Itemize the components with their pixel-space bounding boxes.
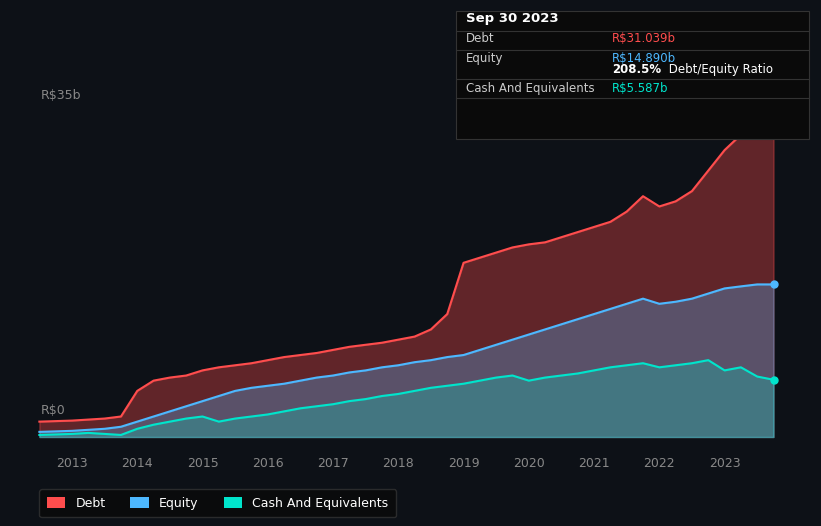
Text: Cash And Equivalents: Cash And Equivalents [466,82,594,95]
Text: R$0: R$0 [40,404,65,417]
Text: 208.5%: 208.5% [612,63,661,76]
Text: Debt/Equity Ratio: Debt/Equity Ratio [665,63,773,76]
Legend: Debt, Equity, Cash And Equivalents: Debt, Equity, Cash And Equivalents [39,489,396,517]
Text: Equity: Equity [466,52,503,65]
Text: Debt: Debt [466,32,494,45]
Text: R$14.890b: R$14.890b [612,52,676,65]
Text: R$35b: R$35b [40,89,81,103]
Text: R$5.587b: R$5.587b [612,82,668,95]
Text: Sep 30 2023: Sep 30 2023 [466,12,558,25]
Text: R$31.039b: R$31.039b [612,32,676,45]
